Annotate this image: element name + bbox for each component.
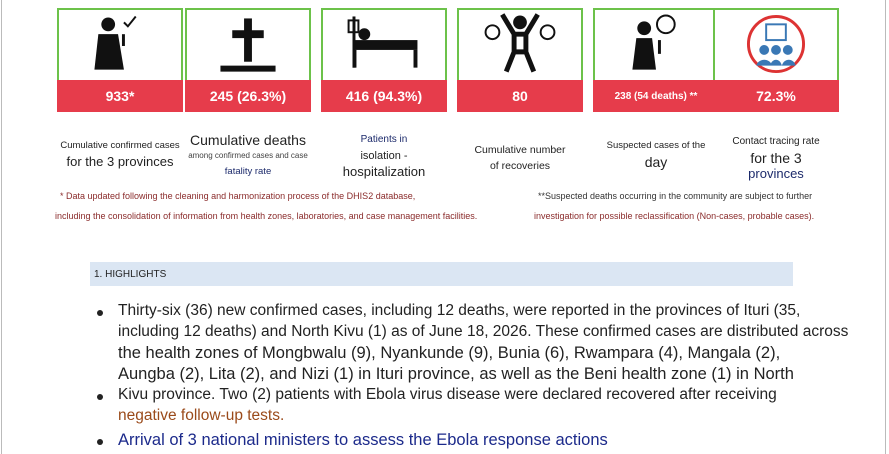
card-label-line: among confirmed cases and case — [188, 151, 308, 160]
card-label-line: Cumulative confirmed cases — [60, 140, 180, 151]
bullet-dot — [97, 394, 103, 400]
card-label: Patients in isolation - hospitalization — [309, 132, 459, 180]
card-label: Cumulative confirmed cases for the 3 prov… — [45, 138, 195, 170]
card-label: Cumulative number of recoveries — [445, 142, 595, 174]
card-label-line: of recoveries — [489, 160, 551, 172]
card-value: 933* — [57, 80, 183, 112]
card-label-line: Patients in — [360, 134, 408, 145]
left-border — [1, 0, 2, 454]
footnote: including the consolidation of informati… — [55, 211, 478, 221]
bullet-line: Kivu province. Two (2) patients with Ebo… — [118, 386, 777, 403]
footnote: **Suspected deaths occurring in the comm… — [538, 191, 813, 201]
card-icon — [593, 8, 719, 80]
footnote: investigation for possible reclassificat… — [534, 211, 815, 221]
bullet-dot — [97, 310, 103, 316]
bullet-line: the health zones of Mongbwalu (9), Nyank… — [118, 344, 781, 362]
card-value: 80 — [457, 80, 583, 112]
bullet-line: Aungba (2), Lita (2), and Nizi (1) in It… — [118, 365, 794, 383]
card-label-line: Cumulative number — [474, 144, 566, 156]
card-label: Cumulative deaths among confirmed cases a… — [173, 132, 323, 180]
card-value: 72.3% — [713, 80, 839, 112]
card-icon — [713, 8, 839, 80]
card-label-line: fatality rate — [224, 166, 272, 177]
card-label-line: provinces — [748, 166, 804, 181]
card-label: Suspected cases of the day — [581, 138, 731, 170]
card-icon — [321, 8, 447, 80]
card-value: 238 (54 deaths) ** — [593, 80, 719, 112]
card-label-line: Cumulative deaths — [190, 132, 306, 148]
footnote: * Data updated following the cleaning an… — [60, 191, 416, 201]
card-label-line: Contact tracing rate — [732, 136, 820, 147]
card-label: Contact tracing rate for the 3 provinces — [701, 134, 851, 182]
card-label-line: for the 3 — [750, 150, 802, 166]
bullet-line: negative follow-up tests. — [118, 407, 285, 424]
highlights-title: 1. HIGHLIGHTS — [90, 262, 793, 286]
right-border — [885, 0, 886, 454]
card-label-line: day — [644, 154, 668, 170]
card-label-line: Suspected cases of the — [606, 140, 706, 151]
card-label-line: hospitalization — [342, 164, 426, 179]
card-icon — [457, 8, 583, 80]
card-icon — [57, 8, 183, 80]
bullet-line: including 12 deaths) and North Kivu (1) … — [118, 323, 849, 340]
card-value: 416 (94.3%) — [321, 80, 447, 112]
bullet-dot — [97, 439, 103, 445]
bullet-line: Thirty-six (36) new confirmed cases, inc… — [118, 302, 801, 319]
card-label-line: for the 3 provinces — [66, 154, 174, 169]
bullet-line: Arrival of 3 national ministers to asses… — [118, 431, 608, 449]
card-icon — [185, 8, 311, 80]
card-value: 245 (26.3%) — [185, 80, 311, 112]
card-label-line: isolation - — [360, 150, 408, 162]
